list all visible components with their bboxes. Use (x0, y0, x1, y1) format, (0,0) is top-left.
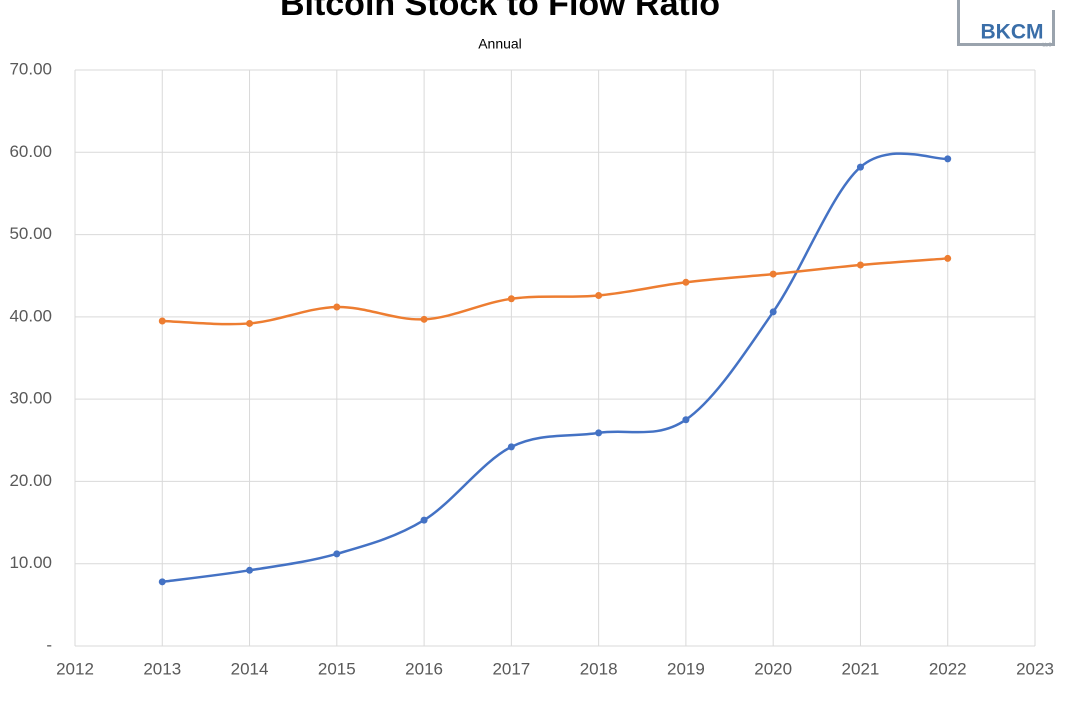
logo-bar (957, 43, 1055, 46)
point (333, 550, 341, 558)
point (507, 295, 515, 303)
point (246, 566, 254, 574)
y-tick-label: 30.00 (9, 389, 52, 408)
point (595, 291, 603, 299)
point (595, 429, 603, 437)
series-line (162, 257, 948, 326)
y-tick-label: 20.00 (9, 471, 52, 490)
point (944, 155, 952, 163)
point (682, 278, 690, 286)
x-tick-label: 2012 (56, 659, 94, 678)
y-tick-label: 40.00 (9, 306, 52, 325)
point (420, 315, 428, 323)
point (246, 319, 254, 327)
chart-title: Bitcoin Stock to Flow Ratio (280, 0, 720, 23)
logo-sub: LLC (1042, 42, 1052, 48)
point (944, 254, 952, 262)
x-tick-label: 2016 (405, 659, 443, 678)
point (158, 317, 166, 325)
point (507, 443, 515, 451)
x-tick-label: 2021 (842, 659, 880, 678)
logo: BKCM LLC (957, 0, 1055, 48)
logo-text: BKCM (981, 21, 1044, 44)
x-tick-label: 2018 (580, 659, 618, 678)
logo-bar (957, 0, 960, 46)
point (769, 308, 777, 316)
x-tick-label: 2015 (318, 659, 356, 678)
y-tick-label: 60.00 (9, 142, 52, 161)
chart-subtitle: Annual (478, 36, 522, 52)
y-tick-label: - (46, 635, 52, 654)
logo-bar (1052, 10, 1055, 46)
point (856, 163, 864, 171)
y-tick-label: 50.00 (9, 224, 52, 243)
x-tick-label: 2023 (1016, 659, 1054, 678)
x-tick-label: 2014 (231, 659, 269, 678)
point (856, 261, 864, 269)
x-tick-label: 2013 (143, 659, 181, 678)
x-tick-label: 2020 (754, 659, 792, 678)
y-tick-label: 70.00 (9, 59, 52, 78)
series-line (162, 152, 948, 584)
point (682, 416, 690, 424)
point (158, 578, 166, 586)
y-tick-label: 10.00 (9, 553, 52, 572)
x-tick-label: 2022 (929, 659, 967, 678)
x-tick-label: 2017 (492, 659, 530, 678)
x-tick-label: 2019 (667, 659, 705, 678)
point (769, 270, 777, 278)
point (333, 303, 341, 311)
point (420, 516, 428, 524)
